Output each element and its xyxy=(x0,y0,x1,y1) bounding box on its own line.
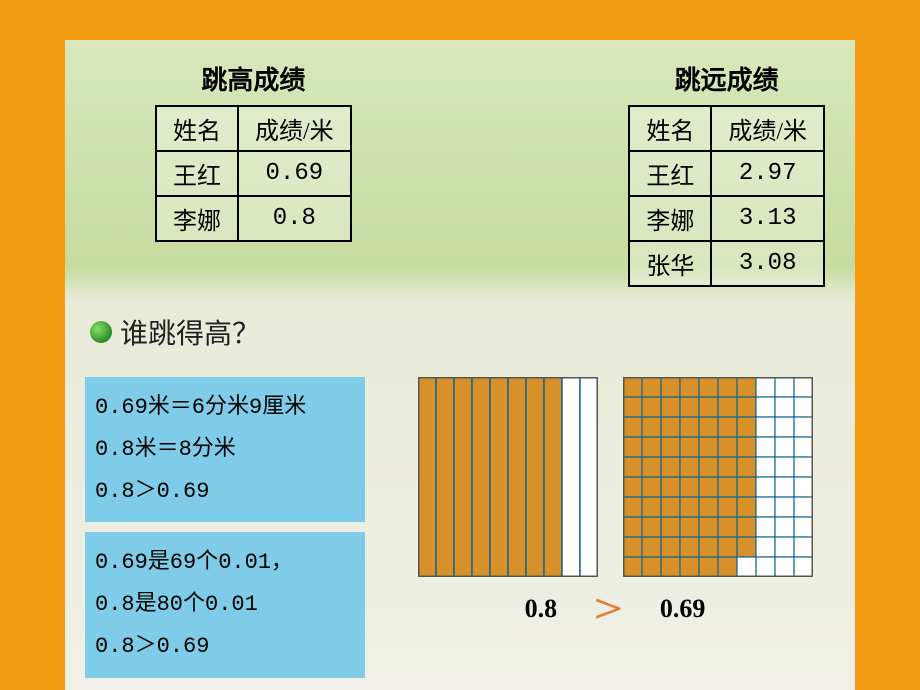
grid-hundredths xyxy=(623,377,813,577)
question-text: 谁跳得高？ xyxy=(120,312,260,352)
left-border xyxy=(0,0,65,690)
question-row: 谁跳得高？ xyxy=(65,297,855,362)
lj-r1-score: 2.97 xyxy=(711,151,824,196)
exp1-line1: 0.69米＝6分米9厘米 xyxy=(95,387,355,429)
exp2-line2: 0.8是80个0.01 xyxy=(95,584,355,626)
bullet-icon xyxy=(90,321,112,343)
comparator-symbol: > xyxy=(594,585,624,632)
explain-column: 0.69米＝6分米9厘米 0.8米＝8分米 0.8＞0.69 0.69是69个0… xyxy=(85,377,365,688)
hj-header-name: 姓名 xyxy=(156,106,238,151)
comparison-labels: 0.8 > 0.69 xyxy=(525,585,706,632)
grids-column: 0.8 > 0.69 xyxy=(395,377,835,688)
long-jump-title: 跳远成绩 xyxy=(628,60,825,97)
hj-r1-name: 王红 xyxy=(156,151,238,196)
exp1-line2: 0.8米＝8分米 xyxy=(95,429,355,471)
hj-r2-name: 李娜 xyxy=(156,196,238,241)
top-border xyxy=(0,0,920,40)
grids-row xyxy=(418,377,813,577)
label-right: 0.69 xyxy=(660,594,706,624)
lj-r3-name: 张华 xyxy=(629,241,711,286)
hj-r2-score: 0.8 xyxy=(238,196,351,241)
bottom-area: 0.69米＝6分米9厘米 0.8米＝8分米 0.8＞0.69 0.69是69个0… xyxy=(65,362,855,688)
lj-header-name: 姓名 xyxy=(629,106,711,151)
explain-box-1: 0.69米＝6分米9厘米 0.8米＝8分米 0.8＞0.69 xyxy=(85,377,365,522)
lj-r2-name: 李娜 xyxy=(629,196,711,241)
high-jump-table: 姓名 成绩/米 王红 0.69 李娜 0.8 xyxy=(155,105,352,242)
exp2-line3: 0.8＞0.69 xyxy=(95,626,355,668)
tables-row: 跳高成绩 姓名 成绩/米 王红 0.69 李娜 0.8 跳远成绩 xyxy=(65,40,855,297)
long-jump-table: 姓名 成绩/米 王红 2.97 李娜 3.13 张华 3.08 xyxy=(628,105,825,287)
explain-box-2: 0.69是69个0.01， 0.8是80个0.01 0.8＞0.69 xyxy=(85,532,365,677)
grid-tenths-wrap xyxy=(418,377,598,577)
lj-r1-name: 王红 xyxy=(629,151,711,196)
exp1-line3: 0.8＞0.69 xyxy=(95,471,355,513)
lj-r3-score: 3.08 xyxy=(711,241,824,286)
lj-header-score: 成绩/米 xyxy=(711,106,824,151)
slide-content: 跳高成绩 姓名 成绩/米 王红 0.69 李娜 0.8 跳远成绩 xyxy=(65,40,855,690)
high-jump-table-block: 跳高成绩 姓名 成绩/米 王红 0.69 李娜 0.8 xyxy=(155,60,352,287)
right-border xyxy=(855,0,920,690)
grid-hundredths-wrap xyxy=(623,377,813,577)
label-left: 0.8 xyxy=(525,594,558,624)
high-jump-title: 跳高成绩 xyxy=(155,60,352,97)
lj-r2-score: 3.13 xyxy=(711,196,824,241)
grid-tenths xyxy=(418,377,598,577)
hj-r1-score: 0.69 xyxy=(238,151,351,196)
hj-header-score: 成绩/米 xyxy=(238,106,351,151)
exp2-line1: 0.69是69个0.01， xyxy=(95,542,355,584)
long-jump-table-block: 跳远成绩 姓名 成绩/米 王红 2.97 李娜 3.13 张华 3.08 xyxy=(628,60,825,287)
